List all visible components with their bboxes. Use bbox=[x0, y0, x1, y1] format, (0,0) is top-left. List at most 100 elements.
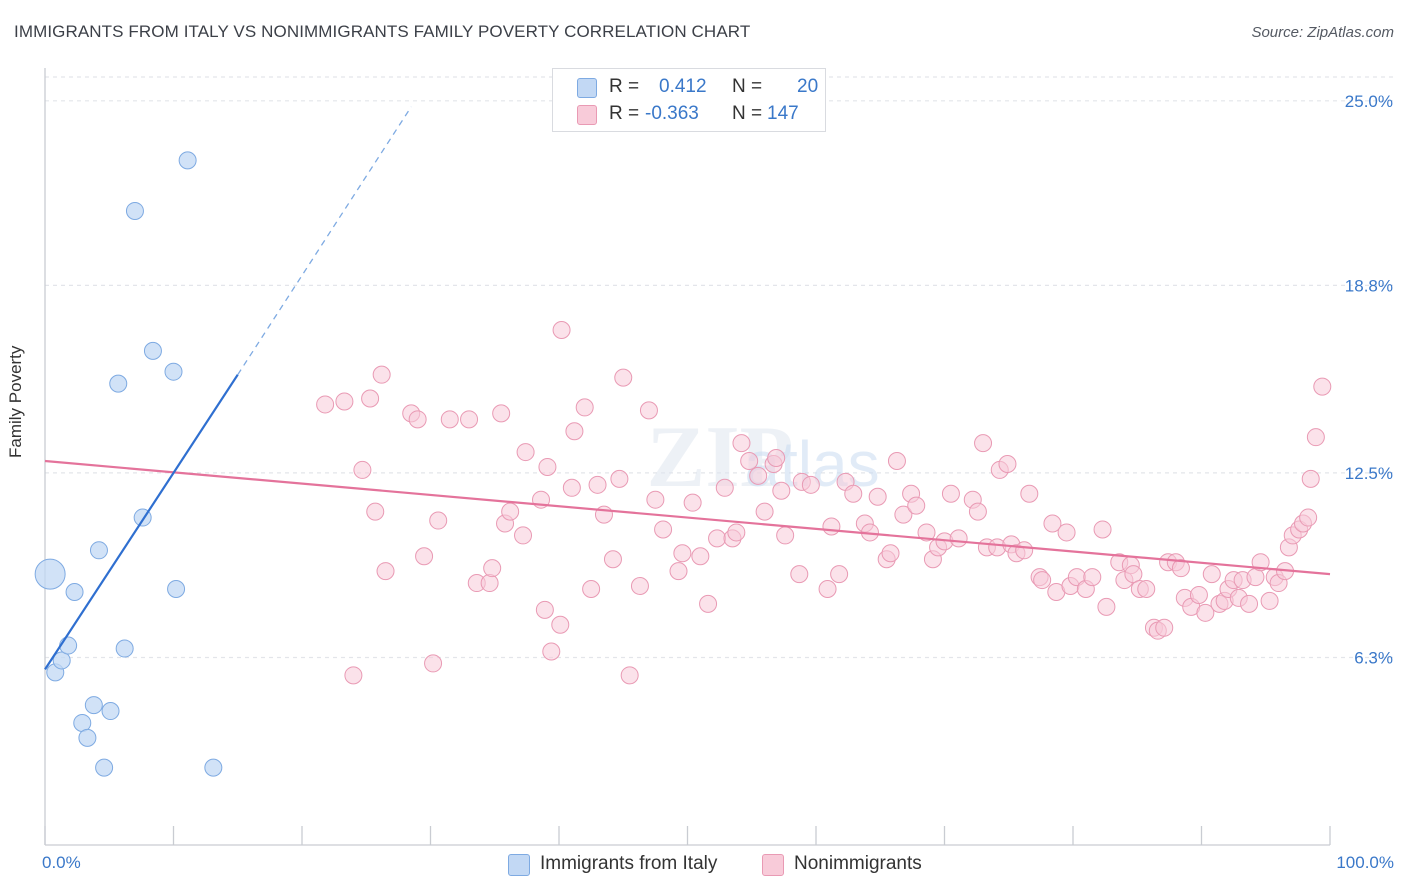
nonimmigrant-point bbox=[582, 580, 601, 598]
nonimmigrant-point bbox=[603, 550, 622, 569]
bottom-legend-label-nonimmigrants: Nonimmigrants bbox=[794, 853, 922, 874]
italy-point bbox=[178, 151, 197, 170]
nonimmigrant-point bbox=[1189, 585, 1208, 604]
nonimmigrant-point bbox=[887, 452, 906, 470]
italy-point bbox=[84, 696, 103, 715]
nonimmigrant-point bbox=[917, 523, 936, 542]
nonimmigrant-point bbox=[844, 484, 863, 503]
nonimmigrant-point bbox=[1260, 591, 1279, 610]
nonimmigrant-point bbox=[639, 401, 658, 420]
nonimmigrant-point bbox=[1020, 484, 1039, 503]
nonimmigrant-point bbox=[974, 434, 993, 453]
nonimmigrant-point bbox=[801, 475, 820, 494]
x-tick-label-max: 100.0% bbox=[1336, 853, 1394, 872]
nonimmigrant-point bbox=[1240, 594, 1259, 613]
nonimmigrant-point bbox=[683, 493, 702, 512]
italy-point bbox=[164, 362, 183, 381]
italy-point bbox=[89, 541, 108, 560]
nonimmigrant-point bbox=[1202, 565, 1221, 584]
bottom-legend-swatch-italy bbox=[508, 854, 530, 876]
nonimmigrant-point bbox=[1313, 377, 1332, 396]
nonimmigrant-point bbox=[1301, 469, 1320, 488]
nonimmigrant-point bbox=[630, 577, 649, 596]
nonimmigrant-point bbox=[1299, 508, 1318, 527]
nonimmigrant-point bbox=[620, 666, 639, 685]
nonimmigrant-point bbox=[1124, 565, 1143, 584]
nonimmigrant-point bbox=[1137, 580, 1156, 598]
nonimmigrant-point bbox=[501, 502, 520, 521]
legend-n-label: N = bbox=[732, 76, 763, 97]
nonimmigrant-point bbox=[542, 642, 561, 661]
nonimmigrant-point bbox=[551, 615, 570, 634]
nonimmigrant-point bbox=[535, 600, 554, 619]
italy-trendline bbox=[44, 374, 239, 670]
italy-point bbox=[143, 341, 162, 360]
nonimmigrant-point bbox=[654, 520, 673, 539]
chart-title: IMMIGRANTS FROM ITALY VS NONIMMIGRANTS F… bbox=[14, 22, 751, 41]
nonimmigrant-point bbox=[440, 410, 459, 429]
nonimmigrant-point bbox=[316, 395, 335, 414]
nonimmigrant-point bbox=[1097, 597, 1116, 616]
nonimmigrant-point bbox=[353, 460, 372, 479]
legend-n-label: N = bbox=[732, 103, 763, 124]
nonimmigrant-point bbox=[941, 484, 960, 503]
y-tick-label: 12.5% bbox=[1345, 464, 1393, 483]
nonimmigrant-point bbox=[424, 654, 443, 673]
nonimmigrant-point bbox=[646, 490, 665, 509]
nonimmigrant-point bbox=[480, 574, 499, 593]
italy-point bbox=[167, 580, 186, 598]
nonimmigrant-point bbox=[740, 452, 759, 470]
nonimmigrant-point bbox=[376, 562, 395, 581]
legend-n-value: 147 bbox=[767, 103, 799, 124]
y-tick-label: 18.8% bbox=[1345, 276, 1393, 295]
nonimmigrant-point bbox=[767, 449, 786, 468]
nonimmigrant-point bbox=[1093, 520, 1112, 539]
nonimmigrant-point bbox=[366, 502, 385, 521]
bottom-legend-swatch-nonimmigrants bbox=[762, 854, 784, 876]
nonimmigrant-point bbox=[552, 321, 571, 340]
nonimmigrant-point bbox=[415, 547, 434, 566]
nonimmigrant-point bbox=[776, 526, 795, 545]
nonimmigrant-point bbox=[830, 565, 849, 584]
italy-point bbox=[109, 374, 128, 393]
nonimmigrant-point bbox=[361, 389, 380, 408]
nonimmigrant-point bbox=[1251, 553, 1270, 572]
italy-point bbox=[204, 758, 223, 777]
y-tick-label: 25.0% bbox=[1345, 92, 1393, 111]
nonimmigrant-point bbox=[483, 559, 502, 578]
source-credit: Source: ZipAtlas.com bbox=[1251, 24, 1394, 41]
nonimmigrant-point bbox=[575, 398, 594, 417]
legend-r-value: 0.412 bbox=[659, 76, 707, 97]
nonimmigrant-point bbox=[868, 487, 887, 506]
nonimmigrant-point bbox=[1171, 559, 1190, 578]
nonimmigrant-point bbox=[1015, 541, 1034, 560]
y-axis-label: Family Poverty bbox=[6, 345, 25, 458]
nonimmigrant-point bbox=[881, 544, 900, 563]
legend-swatch-italy bbox=[577, 78, 597, 98]
nonimmigrant-point bbox=[822, 517, 841, 536]
nonimmigrant-point bbox=[1057, 523, 1076, 542]
legend-r-value: -0.363 bbox=[645, 103, 699, 124]
nonimmigrant-point bbox=[749, 466, 768, 485]
nonimmigrant-point bbox=[516, 443, 535, 462]
y-tick-label: 6.3% bbox=[1354, 648, 1393, 667]
nonimmigrant-point bbox=[790, 565, 809, 584]
nonimmigrant-point bbox=[699, 594, 718, 613]
nonimmigrant-point bbox=[907, 496, 926, 515]
nonimmigrant-point bbox=[610, 469, 629, 488]
nonimmigrant-point bbox=[1033, 571, 1052, 590]
legend-swatch-nonimmigrants bbox=[577, 105, 597, 125]
nonimmigrant-point bbox=[732, 434, 751, 453]
bottom-legend-label-italy: Immigrants from Italy bbox=[540, 853, 718, 874]
correlation-legend: R = 0.412 N = 20 R = -0.363 N = 147 bbox=[552, 68, 826, 132]
italy-point bbox=[125, 201, 144, 220]
nonimmigrant-point bbox=[772, 481, 791, 500]
italy-point bbox=[52, 651, 71, 670]
nonimmigrant-point bbox=[514, 526, 533, 545]
x-tick-label-min: 0.0% bbox=[42, 853, 81, 872]
nonimmigrant-point bbox=[538, 457, 557, 476]
italy-point bbox=[78, 728, 97, 747]
nonimmigrant-point bbox=[1155, 618, 1174, 637]
nonimmigrant-point bbox=[614, 368, 633, 387]
